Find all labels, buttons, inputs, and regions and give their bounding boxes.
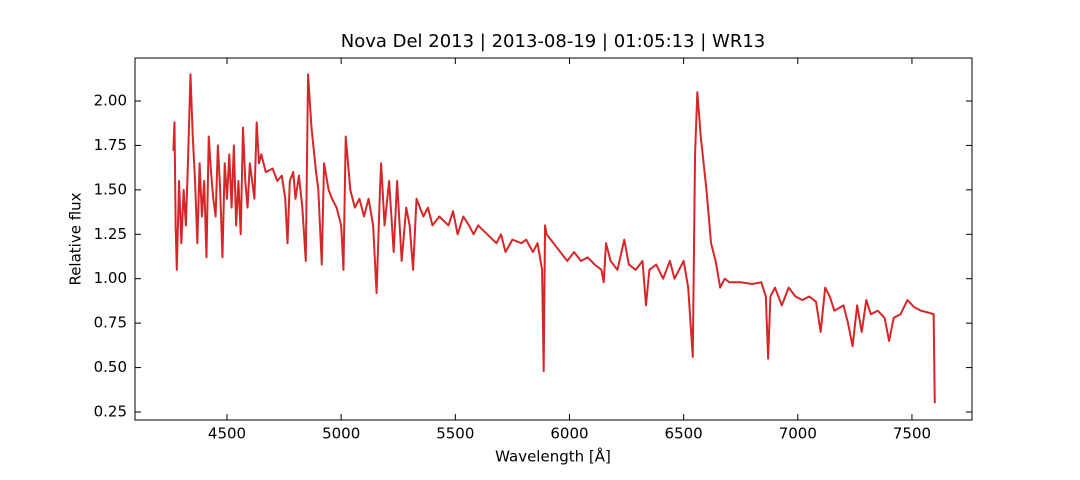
y-axis-label: Relative flux xyxy=(67,192,85,285)
spectrum-line xyxy=(172,73,936,404)
y-tick-label: 0.75 xyxy=(94,314,127,332)
y-tick-label: 1.75 xyxy=(94,136,127,154)
x-axis-label: Wavelength [Å] xyxy=(495,447,611,466)
x-tick-label: 7500 xyxy=(893,425,931,443)
x-tick-label: 4500 xyxy=(208,425,246,443)
y-tick-label: 0.25 xyxy=(94,403,127,421)
x-tick-label: 5000 xyxy=(322,425,360,443)
x-tick-label: 5500 xyxy=(436,425,474,443)
y-tick-label: 1.25 xyxy=(94,225,127,243)
x-tick-label: 7000 xyxy=(779,425,817,443)
x-tick-label: 6000 xyxy=(550,425,588,443)
plot-frame xyxy=(134,57,973,421)
y-tick-label: 2.00 xyxy=(94,92,127,110)
y-tick-label: 1.00 xyxy=(94,269,127,287)
y-tick-label: 1.50 xyxy=(94,180,127,198)
y-tick-label: 0.50 xyxy=(94,358,127,376)
chart-title: Nova Del 2013 | 2013-08-19 | 01:05:13 | … xyxy=(341,31,766,52)
x-tick-label: 6500 xyxy=(665,425,703,443)
